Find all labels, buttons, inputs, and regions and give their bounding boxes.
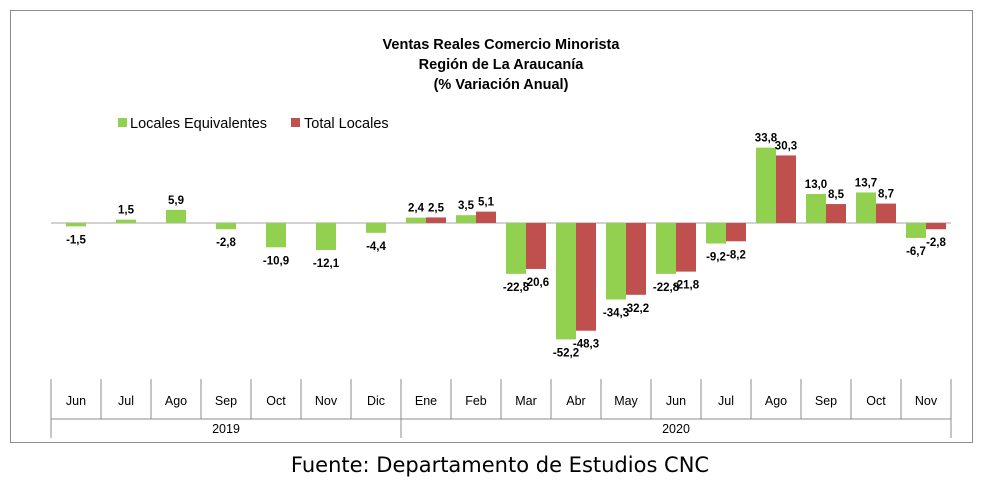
category-label-4: Oct bbox=[266, 394, 286, 408]
data-label-total-locales-15: 8,5 bbox=[828, 189, 845, 201]
data-label-locales-equivalentes-9: -22,8 bbox=[503, 282, 530, 294]
data-label-locales-equivalentes-11: -34,3 bbox=[603, 307, 629, 319]
data-label-total-locales-13: -8,2 bbox=[726, 249, 746, 261]
bar-locales-equivalentes-4 bbox=[266, 223, 286, 248]
chart-svg: Ventas Reales Comercio Minorista Región … bbox=[50, 37, 952, 438]
data-label-total-locales-8: 5,1 bbox=[478, 197, 495, 209]
bar-locales-equivalentes-7 bbox=[406, 217, 426, 223]
category-label-10: Abr bbox=[566, 394, 585, 408]
bar-locales-equivalentes-17 bbox=[906, 223, 926, 238]
bar-locales-equivalentes-14 bbox=[756, 147, 776, 223]
bar-total-locales-11 bbox=[626, 223, 646, 295]
data-label-total-locales-14: 30,3 bbox=[775, 140, 797, 152]
bar-total-locales-8 bbox=[476, 211, 496, 223]
data-label-locales-equivalentes-10: -52,2 bbox=[553, 347, 579, 359]
category-label-0: Jun bbox=[66, 394, 86, 408]
data-label-total-locales-9: -20,6 bbox=[523, 277, 549, 289]
category-label-13: Jul bbox=[718, 394, 734, 408]
bar-locales-equivalentes-8 bbox=[456, 215, 476, 223]
data-label-locales-equivalentes-13: -9,2 bbox=[706, 252, 726, 264]
data-label-locales-equivalentes-14: 33,8 bbox=[755, 133, 778, 145]
data-label-locales-equivalentes-12: -22,8 bbox=[653, 282, 680, 294]
data-label-locales-equivalentes-16: 13,7 bbox=[855, 177, 877, 189]
bar-total-locales-7 bbox=[426, 217, 446, 223]
data-label-locales-equivalentes-7: 2,4 bbox=[408, 203, 425, 215]
category-label-2: Ago bbox=[165, 394, 187, 408]
bar-locales-equivalentes-12 bbox=[656, 223, 676, 274]
source-note: Fuente: Departamento de Estudios CNC bbox=[290, 453, 710, 477]
year-label-2019: 2019 bbox=[212, 422, 240, 436]
data-label-locales-equivalentes-2: 5,9 bbox=[168, 195, 184, 207]
category-axis: Jun Jul Ago Sep Oct Nov Dic Ene Feb Mar Abr May Jun J… bbox=[50, 379, 952, 438]
data-label-total-locales-12: -21,8 bbox=[673, 280, 700, 292]
category-label-15: Sep bbox=[815, 394, 837, 408]
data-label-locales-equivalentes-6: -4,4 bbox=[366, 241, 386, 253]
bar-locales-equivalentes-1 bbox=[116, 219, 136, 223]
bar-locales-equivalentes-5 bbox=[316, 223, 336, 250]
category-label-14: Ago bbox=[765, 394, 787, 408]
chart-title-line-1: Ventas Reales Comercio Minorista bbox=[383, 37, 621, 53]
data-label-locales-equivalentes-1: 1,5 bbox=[118, 205, 135, 217]
legend-label-locales-equivalentes: Locales Equivalentes bbox=[130, 116, 267, 132]
bar-total-locales-15 bbox=[826, 204, 846, 223]
bar-total-locales-13 bbox=[726, 223, 746, 242]
chart-title-line-2: Región de La Araucanía bbox=[419, 57, 585, 73]
category-label-16: Oct bbox=[866, 394, 886, 408]
bar-total-locales-17 bbox=[926, 223, 946, 230]
category-label-17: Nov bbox=[915, 394, 938, 408]
bar-total-locales-10 bbox=[576, 223, 596, 331]
plot-area: -1,5 1,5 5,9 -2,8 -10,9 -12,1 -4,4 2,4 2,5 3,5 5,1… bbox=[51, 133, 951, 359]
data-label-total-locales-16: 8,7 bbox=[878, 189, 894, 201]
chart-title-line-3: (% Variación Anual) bbox=[434, 77, 569, 93]
bar-locales-equivalentes-15 bbox=[806, 194, 826, 223]
data-label-total-locales-11: -32,2 bbox=[623, 303, 649, 315]
bar-locales-equivalentes-10 bbox=[556, 223, 576, 340]
bar-locales-equivalentes-6 bbox=[366, 223, 386, 233]
data-label-locales-equivalentes-4: -10,9 bbox=[263, 255, 289, 267]
category-label-5: Nov bbox=[315, 394, 338, 408]
category-label-11: May bbox=[614, 394, 638, 408]
data-label-locales-equivalentes-3: -2,8 bbox=[216, 237, 236, 249]
bar-total-locales-14 bbox=[776, 155, 796, 223]
data-label-locales-equivalentes-5: -12,1 bbox=[313, 258, 340, 270]
bar-locales-equivalentes-11 bbox=[606, 223, 626, 300]
chart-title: Ventas Reales Comercio Minorista Región … bbox=[383, 37, 621, 93]
bar-locales-equivalentes-13 bbox=[706, 223, 726, 244]
legend-swatch-total-locales bbox=[291, 118, 300, 127]
bar-locales-equivalentes-2 bbox=[166, 209, 186, 223]
year-label-2020: 2020 bbox=[662, 422, 690, 436]
legend: Locales Equivalentes Total Locales bbox=[118, 116, 389, 132]
data-label-total-locales-17: -2,8 bbox=[926, 237, 946, 249]
legend-swatch-locales-equivalentes bbox=[118, 118, 127, 127]
bar-locales-equivalentes-0 bbox=[66, 223, 86, 227]
category-label-12: Jun bbox=[666, 394, 686, 408]
category-label-8: Feb bbox=[465, 394, 487, 408]
category-label-1: Jul bbox=[118, 394, 134, 408]
data-label-locales-equivalentes-0: -1,5 bbox=[66, 234, 86, 246]
chart-frame: Ventas Reales Comercio Minorista Región … bbox=[10, 10, 973, 443]
data-label-locales-equivalentes-8: 3,5 bbox=[458, 200, 475, 212]
bar-total-locales-9 bbox=[526, 223, 546, 269]
data-label-total-locales-7: 2,5 bbox=[428, 202, 445, 214]
category-label-7: Ene bbox=[415, 394, 437, 408]
category-label-6: Dic bbox=[367, 394, 385, 408]
bar-locales-equivalentes-9 bbox=[506, 223, 526, 274]
data-label-locales-equivalentes-15: 13,0 bbox=[805, 179, 827, 191]
category-label-9: Mar bbox=[515, 394, 537, 408]
bar-locales-equivalentes-16 bbox=[856, 192, 876, 223]
bar-total-locales-12 bbox=[676, 223, 696, 272]
bar-total-locales-16 bbox=[876, 203, 896, 223]
data-label-total-locales-10: -48,3 bbox=[573, 339, 599, 351]
legend-label-total-locales: Total Locales bbox=[304, 116, 389, 132]
category-label-3: Sep bbox=[215, 394, 237, 408]
bar-locales-equivalentes-3 bbox=[216, 223, 236, 230]
data-label-locales-equivalentes-17: -6,7 bbox=[906, 246, 926, 258]
